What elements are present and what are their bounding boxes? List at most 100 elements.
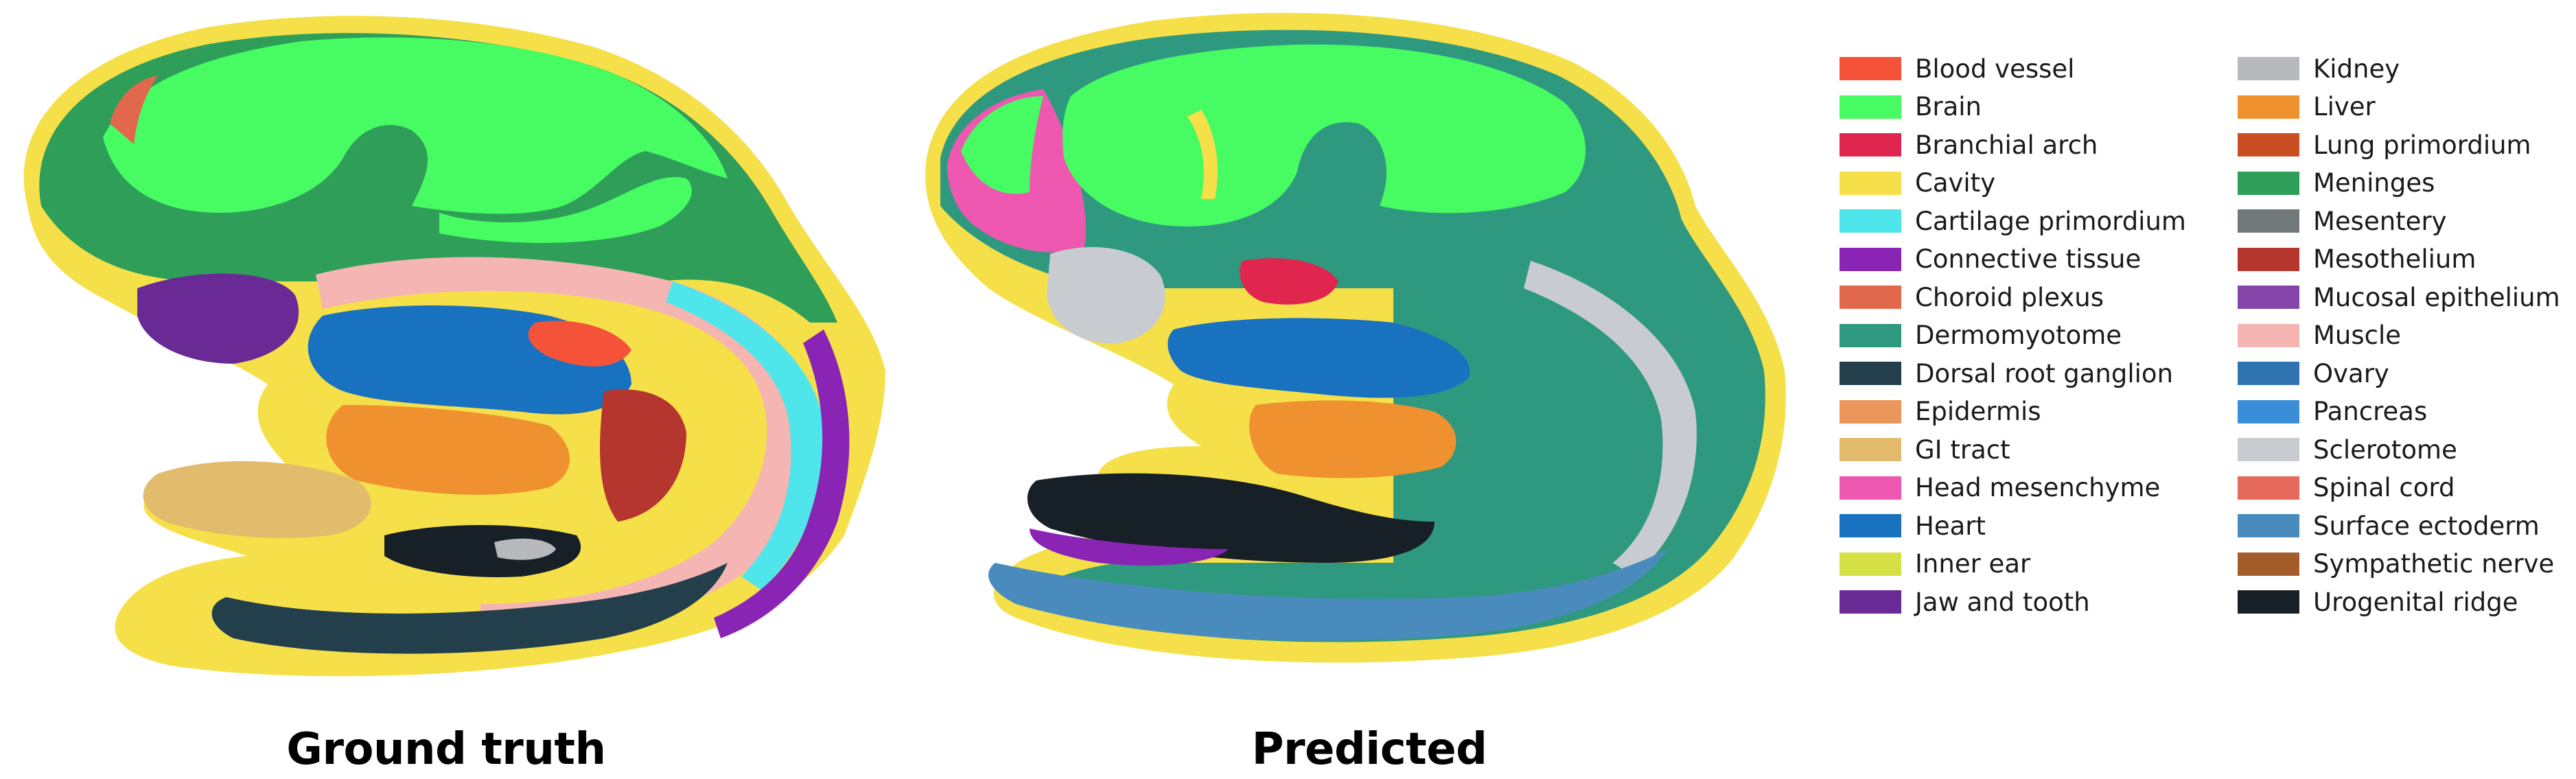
legend-item: Ovary — [2238, 356, 2389, 391]
legend-swatch — [1840, 57, 1901, 80]
legend-swatch — [2238, 171, 2299, 195]
legend-swatch — [2238, 438, 2299, 461]
legend-label: Branchial arch — [1915, 130, 2098, 160]
legend-item: Dorsal root ganglion — [1840, 356, 2173, 391]
gt-dorsal-root-ganglion — [211, 563, 728, 654]
legend-swatch — [1840, 247, 1901, 271]
predicted-panel: Predicted — [913, 0, 1826, 779]
legend-item: Kidney — [2238, 51, 2400, 86]
legend-swatch — [1840, 476, 1901, 500]
legend-item: Blood vessel — [1840, 51, 2074, 86]
legend-label: Meninges — [2313, 168, 2435, 198]
legend-item: Inner ear — [1840, 547, 2030, 581]
legend-swatch — [2238, 247, 2299, 271]
legend-item: Branchial arch — [1840, 128, 2098, 162]
legend-label: Surface ectoderm — [2313, 511, 2540, 541]
gt-mesothelium — [600, 389, 686, 522]
legend-swatch — [2238, 323, 2299, 347]
gt-urogenital-ridge — [384, 525, 581, 577]
legend-label: Epidermis — [1915, 397, 2041, 426]
legend-item: Surface ectoderm — [2238, 509, 2540, 543]
gt-blood-vessel — [528, 321, 631, 367]
ground-truth-tissue-map — [23, 16, 886, 677]
legend-label: Brain — [1915, 92, 1982, 121]
gt-brain-lower — [439, 177, 692, 243]
legend-swatch — [1840, 133, 1901, 156]
legend-item: Connective tissue — [1840, 242, 2141, 277]
legend-label: Dermomyotome — [1915, 321, 2122, 350]
legend-item: GI tract — [1840, 432, 2010, 467]
legend-swatch — [1840, 362, 1901, 385]
gt-kidney — [494, 538, 556, 560]
legend-swatch — [1840, 286, 1901, 309]
legend-swatch — [1840, 399, 1901, 423]
pred-brain — [961, 96, 1043, 194]
legend-swatch — [1840, 323, 1901, 347]
legend-label: Sclerotome — [2313, 434, 2457, 465]
legend-swatch — [1840, 552, 1901, 576]
legend-label: Lung primordium — [2313, 130, 2531, 160]
legend-label: GI tract — [1915, 434, 2010, 465]
legend-label: Ovary — [2313, 358, 2389, 388]
pred-cavity-streak — [1187, 110, 1218, 199]
legend-swatch — [2238, 514, 2299, 537]
legend-swatch — [1840, 590, 1901, 614]
legend-label: Mesentery — [2313, 206, 2447, 236]
pred-connective-streak — [1030, 528, 1229, 566]
gt-connective-band — [714, 329, 850, 638]
legend-label: Inner ear — [1915, 549, 2031, 579]
legend-label: Blood vessel — [1915, 54, 2075, 84]
legend-swatch — [1840, 171, 1901, 195]
gt-brain — [103, 37, 728, 214]
legend-item: Mesentery — [2238, 204, 2447, 238]
legend-item: Liver — [2238, 90, 2376, 124]
pred-sclerotome-band — [1524, 261, 1697, 577]
legend-swatch — [2238, 57, 2299, 80]
legend-item: Heart — [1840, 509, 1986, 543]
legend-label: Urogenital ridge — [2313, 587, 2518, 617]
legend-swatch — [2238, 399, 2299, 423]
predicted-tissue-map — [925, 12, 1786, 663]
legend-swatch — [2238, 590, 2299, 614]
pred-heart — [1168, 318, 1470, 398]
legend-label: Spinal cord — [2313, 473, 2455, 502]
legend-label: Kidney — [2313, 54, 2400, 84]
legend-swatch — [1840, 209, 1901, 233]
gt-gi-tract — [143, 461, 371, 538]
legend-item: Cavity — [1840, 166, 1995, 200]
legend-label: Mesothelium — [2313, 244, 2476, 274]
legend-item: Epidermis — [1840, 395, 2041, 429]
gt-jaw — [137, 273, 299, 364]
legend-label: Liver — [2313, 92, 2376, 121]
pred-surface-ectoderm — [988, 549, 1668, 641]
legend-swatch — [1840, 438, 1901, 461]
legend: Blood vessel Brain Branchial arch Cavity Car… — [1840, 51, 2574, 642]
legend-item: Choroid plexus — [1840, 280, 2104, 314]
legend-label: Jaw and tooth — [1915, 587, 2090, 617]
pred-branchial-arch — [1240, 258, 1338, 305]
ground-truth-panel: Ground truth — [0, 0, 892, 779]
legend-label: Cartilage primordium — [1915, 206, 2186, 236]
legend-label: Mucosal epithelium — [2313, 282, 2560, 312]
legend-label: Cavity — [1915, 168, 1996, 198]
legend-label: Sympathetic nerve — [2313, 549, 2555, 579]
legend-label: Heart — [1915, 511, 1986, 541]
legend-swatch — [2238, 133, 2299, 156]
gt-liver — [326, 405, 570, 495]
legend-item: Head mesenchyme — [1840, 471, 2160, 505]
legend-label: Choroid plexus — [1915, 282, 2104, 312]
pred-kidney-region — [1047, 247, 1165, 344]
legend-item: Urogenital ridge — [2238, 585, 2518, 619]
legend-swatch — [2238, 286, 2299, 309]
legend-item: Brain — [1840, 90, 1982, 124]
legend-swatch — [2238, 95, 2299, 119]
legend-item: Sclerotome — [2238, 432, 2457, 467]
legend-swatch — [2238, 552, 2299, 576]
legend-item: Lung primordium — [2238, 128, 2531, 162]
legend-label: Connective tissue — [1915, 244, 2142, 274]
gt-choroid-plexus — [110, 75, 158, 144]
legend-swatch — [1840, 514, 1901, 537]
legend-label: Dorsal root ganglion — [1915, 358, 2174, 388]
legend-item: Dermomyotome — [1840, 318, 2122, 353]
pred-brain-main — [1063, 44, 1586, 226]
